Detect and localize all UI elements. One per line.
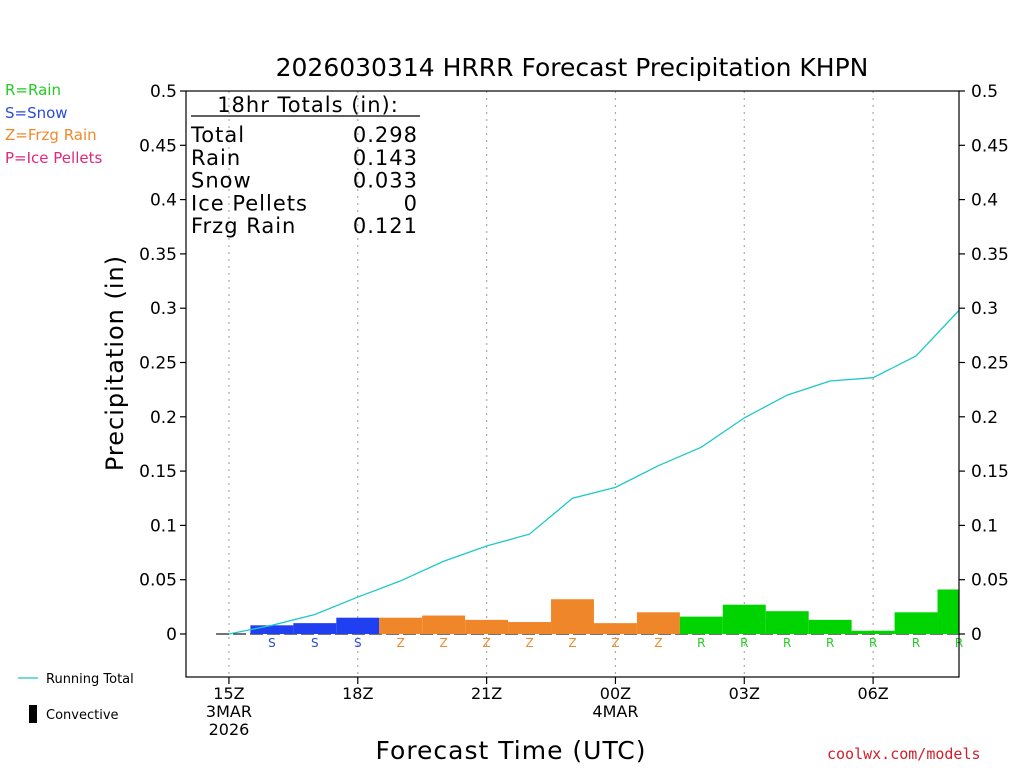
precip-bar	[894, 612, 938, 634]
y-tick-label-left: 0.35	[139, 245, 177, 265]
totals-row-label: Frzg Rain	[191, 214, 296, 238]
x-tick-label: 21Z	[471, 684, 502, 703]
x-tick-label: 18Z	[342, 684, 373, 703]
convective-legend-label: Convective	[46, 708, 119, 723]
precip-bar	[250, 625, 294, 634]
x-tick-label: 2026	[209, 720, 250, 739]
precip-bar	[593, 623, 637, 634]
type-legend-ice-pellets: P=Ice Pellets	[5, 149, 103, 167]
precip-type-label: Z	[568, 636, 576, 650]
precip-type-label: S	[268, 636, 276, 650]
totals-box: 18hr Totals (in): Total 0.298 Rain 0.143 Sno…	[190, 93, 420, 238]
y-tick-label-left: 0.45	[139, 136, 177, 156]
x-tick-label: 00Z	[600, 684, 631, 703]
y-tick-label-left: 0.3	[150, 299, 177, 319]
y-tick-label-right: 0.1	[971, 516, 998, 536]
y-tick-label-left: 0.1	[150, 516, 177, 536]
precip-bar	[508, 622, 552, 634]
precip-bar	[937, 589, 959, 634]
y-tick-label-right: 0.45	[971, 136, 1009, 156]
y-tick-label-left: 0.2	[150, 408, 177, 428]
x-tick-label: 15Z	[213, 684, 244, 703]
grid	[228, 91, 874, 677]
precip-bar	[851, 630, 895, 634]
precip-type-label: Z	[611, 636, 619, 650]
precip-bar	[679, 616, 723, 634]
axes: 0 0 0.05 0.05 0.1 0.1 0.15 0.15 0.2 0.2 0.25 0.25 0.…	[139, 82, 1009, 739]
y-tick-label-left: 0.15	[139, 462, 177, 482]
precip-type-label: R	[740, 636, 748, 650]
convective-swatch	[29, 705, 37, 723]
totals-row-value: 0.143	[353, 146, 418, 170]
precip-type-label: Z	[397, 636, 405, 650]
precip-type-label: Z	[525, 636, 533, 650]
x-tick-label: 3MAR	[206, 702, 252, 721]
y-tick-label-left: 0.4	[150, 191, 177, 211]
x-tick-label: 06Z	[857, 684, 888, 703]
precip-bar	[422, 615, 466, 634]
precip-bar	[293, 623, 337, 634]
type-legend-rain: R=Rain	[5, 81, 61, 99]
precip-bar	[636, 612, 680, 634]
precip-bar	[765, 611, 809, 634]
precip-bar	[379, 617, 423, 634]
totals-row-label: Snow	[191, 169, 252, 193]
totals-rows: Total 0.298 Rain 0.143 Snow 0.033 Ice Pellets 0…	[190, 123, 418, 238]
totals-row-value: 0.298	[353, 123, 418, 147]
precip-type-label: R	[826, 636, 834, 650]
running-total-layer	[228, 309, 960, 635]
y-axis-label: Precipitation (in)	[101, 255, 129, 471]
source-footer: coolwx.com/models	[827, 745, 981, 763]
y-tick-label-right: 0.35	[971, 245, 1009, 265]
y-tick-label-right: 0	[971, 625, 982, 645]
precip-bar	[551, 599, 594, 634]
precip-type-label: S	[354, 636, 362, 650]
totals-row-value: 0	[404, 191, 418, 215]
y-tick-label-right: 0.3	[971, 299, 998, 319]
precip-type-label: R	[783, 636, 791, 650]
y-tick-label-left: 0.05	[139, 571, 177, 591]
totals-row-label: Total	[190, 123, 245, 147]
type-legend-frzg-rain: Z=Frzg Rain	[5, 126, 97, 144]
y-tick-label-right: 0.4	[971, 191, 998, 211]
type-legend-snow: S=Snow	[5, 104, 68, 122]
y-tick-label-right: 0.2	[971, 408, 998, 428]
precip-type-label: Z	[440, 636, 448, 650]
y-tick-label-right: 0.15	[971, 462, 1009, 482]
totals-row-value: 0.121	[353, 214, 418, 238]
x-tick-label: 03Z	[729, 684, 760, 703]
precip-type-label: R	[697, 636, 705, 650]
running-total-legend: Running Total Convective	[18, 672, 134, 723]
totals-row-label: Rain	[191, 146, 241, 170]
precip-type-label: Z	[482, 636, 490, 650]
totals-row-value: 0.033	[353, 169, 418, 193]
y-tick-label-left: 0.5	[150, 82, 177, 102]
x-axis-label: Forecast Time (UTC)	[376, 736, 647, 765]
precip-type-label: R	[869, 636, 877, 650]
y-tick-label-left: 0	[166, 625, 177, 645]
y-tick-label-right: 0.5	[971, 82, 998, 102]
running-total-legend-label: Running Total	[46, 672, 134, 687]
precip-bar	[336, 617, 380, 634]
x-tick-label: 4MAR	[592, 702, 638, 721]
y-tick-label-left: 0.25	[139, 354, 177, 374]
running-total-line	[228, 309, 960, 635]
plot-frame	[185, 90, 960, 678]
precip-bar	[465, 619, 509, 634]
precip-type-label: R	[912, 636, 920, 650]
totals-heading: 18hr Totals (in):	[217, 93, 399, 117]
precip-type-label: Z	[654, 636, 662, 650]
chart-title: 2026030314 HRRR Forecast Precipitation K…	[276, 53, 869, 82]
y-tick-label-right: 0.05	[971, 571, 1009, 591]
totals-row-label: Ice Pellets	[191, 191, 308, 215]
precip-bar	[808, 619, 852, 634]
y-tick-label-right: 0.25	[971, 354, 1009, 374]
precip-type-label: S	[311, 636, 319, 650]
precip-bar	[722, 604, 766, 634]
precip-bars	[216, 589, 959, 635]
